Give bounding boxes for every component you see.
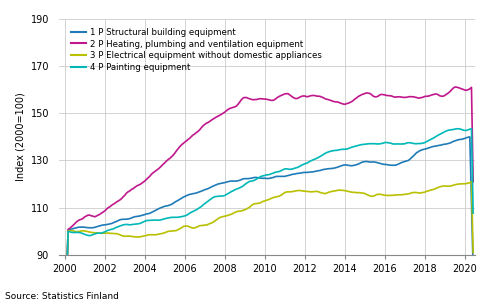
2 P Heating, plumbing and ventilation equipment: [228, 106, 234, 110]
3 P Electrical equipment without domestic appliances: [468, 180, 474, 184]
Line: 2 P Heating, plumbing and ventilation equipment: 2 P Heating, plumbing and ventilation eq…: [65, 87, 473, 304]
1 P Structural building equipment: [470, 267, 476, 270]
3 P Electrical equipment without domestic appliances: [370, 194, 376, 198]
Legend: 1 P Structural building equipment, 2 P Heating, plumbing and ventilation equipme: 1 P Structural building equipment, 2 P H…: [67, 25, 326, 75]
4 P Painting equipment: [228, 190, 234, 193]
3 P Electrical equipment without domestic appliances: [88, 231, 94, 234]
1 P Structural building equipment: [283, 174, 289, 178]
2 P Heating, plumbing and ventilation equipment: [283, 92, 289, 95]
4 P Painting equipment: [283, 167, 289, 171]
1 P Structural building equipment: [228, 179, 234, 183]
2 P Heating, plumbing and ventilation equipment: [460, 88, 466, 91]
2 P Heating, plumbing and ventilation equipment: [452, 85, 458, 89]
4 P Painting equipment: [88, 233, 94, 237]
4 P Painting equipment: [458, 128, 464, 131]
3 P Electrical equipment without domestic appliances: [283, 190, 289, 194]
4 P Painting equipment: [370, 142, 376, 146]
4 P Painting equipment: [215, 195, 221, 198]
4 P Painting equipment: [470, 211, 476, 215]
Line: 3 P Electrical equipment without domestic appliances: 3 P Electrical equipment without domesti…: [65, 182, 473, 304]
3 P Electrical equipment without domestic appliances: [228, 212, 234, 216]
1 P Structural building equipment: [370, 160, 376, 164]
Y-axis label: Index (2000=100): Index (2000=100): [15, 92, 25, 181]
Line: 4 P Painting equipment: 4 P Painting equipment: [65, 129, 473, 304]
4 P Painting equipment: [468, 127, 474, 130]
3 P Electrical equipment without domestic appliances: [470, 251, 476, 254]
2 P Heating, plumbing and ventilation equipment: [215, 114, 221, 118]
1 P Structural building equipment: [467, 135, 473, 139]
2 P Heating, plumbing and ventilation equipment: [88, 214, 94, 218]
2 P Heating, plumbing and ventilation equipment: [370, 94, 376, 98]
3 P Electrical equipment without domestic appliances: [458, 182, 464, 186]
1 P Structural building equipment: [215, 182, 221, 186]
1 P Structural building equipment: [88, 226, 94, 230]
Line: 1 P Structural building equipment: 1 P Structural building equipment: [65, 137, 473, 304]
Text: Source: Statistics Finland: Source: Statistics Finland: [5, 292, 119, 301]
1 P Structural building equipment: [458, 137, 464, 141]
3 P Electrical equipment without domestic appliances: [215, 217, 221, 220]
2 P Heating, plumbing and ventilation equipment: [470, 180, 476, 184]
